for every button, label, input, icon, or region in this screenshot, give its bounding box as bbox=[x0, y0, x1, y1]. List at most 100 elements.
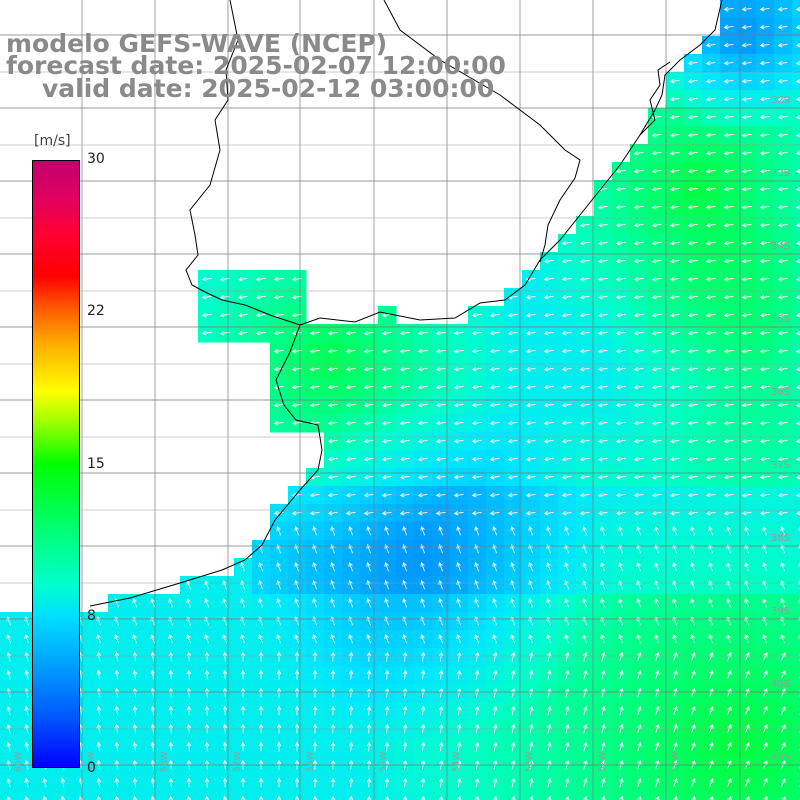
wind-arrow bbox=[543, 348, 554, 354]
wind-arrow bbox=[312, 705, 318, 716]
wind-arrow bbox=[258, 615, 263, 626]
wind-arrow bbox=[651, 186, 662, 192]
wind-arrow bbox=[615, 240, 626, 246]
wind-arrow bbox=[168, 705, 174, 716]
wind-arrow bbox=[637, 687, 642, 698]
wind-arrow bbox=[345, 438, 356, 444]
wind-arrow bbox=[637, 777, 642, 788]
wind-speed-cell bbox=[792, 180, 800, 199]
wind-arrow bbox=[309, 510, 320, 516]
wind-arrow bbox=[258, 795, 264, 800]
wind-arrow bbox=[723, 60, 734, 66]
wind-speed-cell bbox=[792, 558, 800, 577]
wind-arrow bbox=[723, 420, 734, 426]
wind-arrow bbox=[618, 579, 623, 590]
wind-arrow bbox=[489, 366, 500, 372]
wind-arrow bbox=[507, 348, 518, 354]
wind-arrow bbox=[673, 669, 678, 680]
wind-arrow bbox=[547, 777, 552, 788]
wind-speed-cell bbox=[792, 396, 800, 415]
wind-arrow bbox=[762, 525, 767, 536]
wind-speed-cell bbox=[792, 540, 800, 559]
wind-arrow bbox=[528, 687, 534, 698]
wind-speed-cell bbox=[792, 144, 800, 163]
wind-speed-cell bbox=[648, 792, 667, 800]
wind-arrow bbox=[579, 366, 590, 372]
wind-arrow bbox=[384, 561, 389, 572]
wind-arrow bbox=[204, 615, 209, 626]
wind-arrow bbox=[420, 795, 426, 800]
wind-arrow bbox=[655, 705, 660, 716]
wind-arrow bbox=[651, 330, 662, 336]
wind-arrow bbox=[402, 651, 408, 662]
wind-arrow bbox=[723, 168, 734, 174]
wind-arrow bbox=[691, 687, 696, 698]
wind-arrow bbox=[651, 168, 662, 174]
wind-arrow bbox=[669, 222, 680, 228]
wind-arrow bbox=[366, 741, 372, 752]
wind-arrow bbox=[687, 510, 698, 516]
wind-arrow bbox=[312, 525, 317, 536]
wind-arrow bbox=[619, 669, 624, 680]
wind-arrow bbox=[744, 777, 750, 788]
wind-arrow bbox=[744, 741, 750, 752]
wind-arrow bbox=[780, 742, 786, 752]
wind-arrow bbox=[456, 705, 462, 716]
wind-arrow bbox=[723, 6, 734, 12]
wind-arrow bbox=[273, 402, 284, 408]
wind-arrow bbox=[273, 510, 284, 516]
wind-arrow bbox=[687, 204, 698, 210]
wind-arrow bbox=[741, 402, 752, 408]
wind-arrow bbox=[273, 420, 284, 426]
wind-arrow bbox=[366, 651, 372, 662]
wind-arrow bbox=[276, 615, 281, 626]
wind-arrow bbox=[547, 705, 552, 716]
wind-arrow bbox=[723, 474, 734, 480]
wind-arrow bbox=[669, 240, 680, 246]
wind-arrow bbox=[777, 312, 788, 318]
wind-arrow bbox=[456, 777, 462, 788]
wind-arrow bbox=[579, 510, 590, 516]
wind-arrow bbox=[795, 510, 800, 516]
wind-arrow bbox=[489, 384, 500, 390]
wind-arrow bbox=[633, 276, 644, 282]
wind-arrow bbox=[565, 687, 570, 698]
wind-arrow bbox=[741, 384, 752, 390]
wind-arrow bbox=[777, 348, 788, 354]
wind-arrow bbox=[276, 669, 282, 680]
wind-arrow bbox=[528, 741, 534, 752]
wind-arrow bbox=[399, 474, 410, 480]
wind-arrow bbox=[705, 330, 716, 336]
wind-arrow bbox=[633, 258, 644, 264]
wind-arrow bbox=[651, 492, 662, 498]
wind-arrow bbox=[601, 705, 606, 716]
wind-arrow bbox=[471, 492, 482, 498]
wind-arrow bbox=[348, 795, 354, 800]
wind-arrow bbox=[687, 366, 698, 372]
wind-arrow bbox=[348, 669, 354, 680]
wind-arrow bbox=[723, 456, 734, 462]
wind-arrow bbox=[615, 204, 626, 210]
wind-speed-cell bbox=[792, 468, 800, 487]
wind-arrow bbox=[759, 366, 770, 372]
wind-arrow bbox=[741, 24, 752, 30]
wind-arrow bbox=[474, 633, 479, 644]
wind-arrow bbox=[186, 669, 192, 680]
wind-arrow bbox=[456, 561, 461, 572]
wind-arrow bbox=[438, 777, 444, 788]
wind-arrow bbox=[384, 597, 389, 608]
wind-arrow bbox=[186, 777, 192, 788]
wind-arrow bbox=[708, 651, 714, 662]
wind-arrow bbox=[582, 579, 587, 590]
wind-arrow bbox=[510, 615, 515, 626]
wind-arrow bbox=[312, 615, 317, 626]
wind-arrow bbox=[471, 312, 482, 318]
wind-arrow bbox=[222, 669, 228, 680]
wind-arrow bbox=[510, 597, 515, 608]
wind-arrow bbox=[759, 294, 770, 300]
wind-speed-cell bbox=[270, 792, 289, 800]
wind-arrow bbox=[330, 633, 335, 644]
wind-arrow bbox=[759, 510, 770, 516]
wind-arrow bbox=[114, 669, 120, 680]
wind-speed-cell bbox=[468, 792, 487, 800]
